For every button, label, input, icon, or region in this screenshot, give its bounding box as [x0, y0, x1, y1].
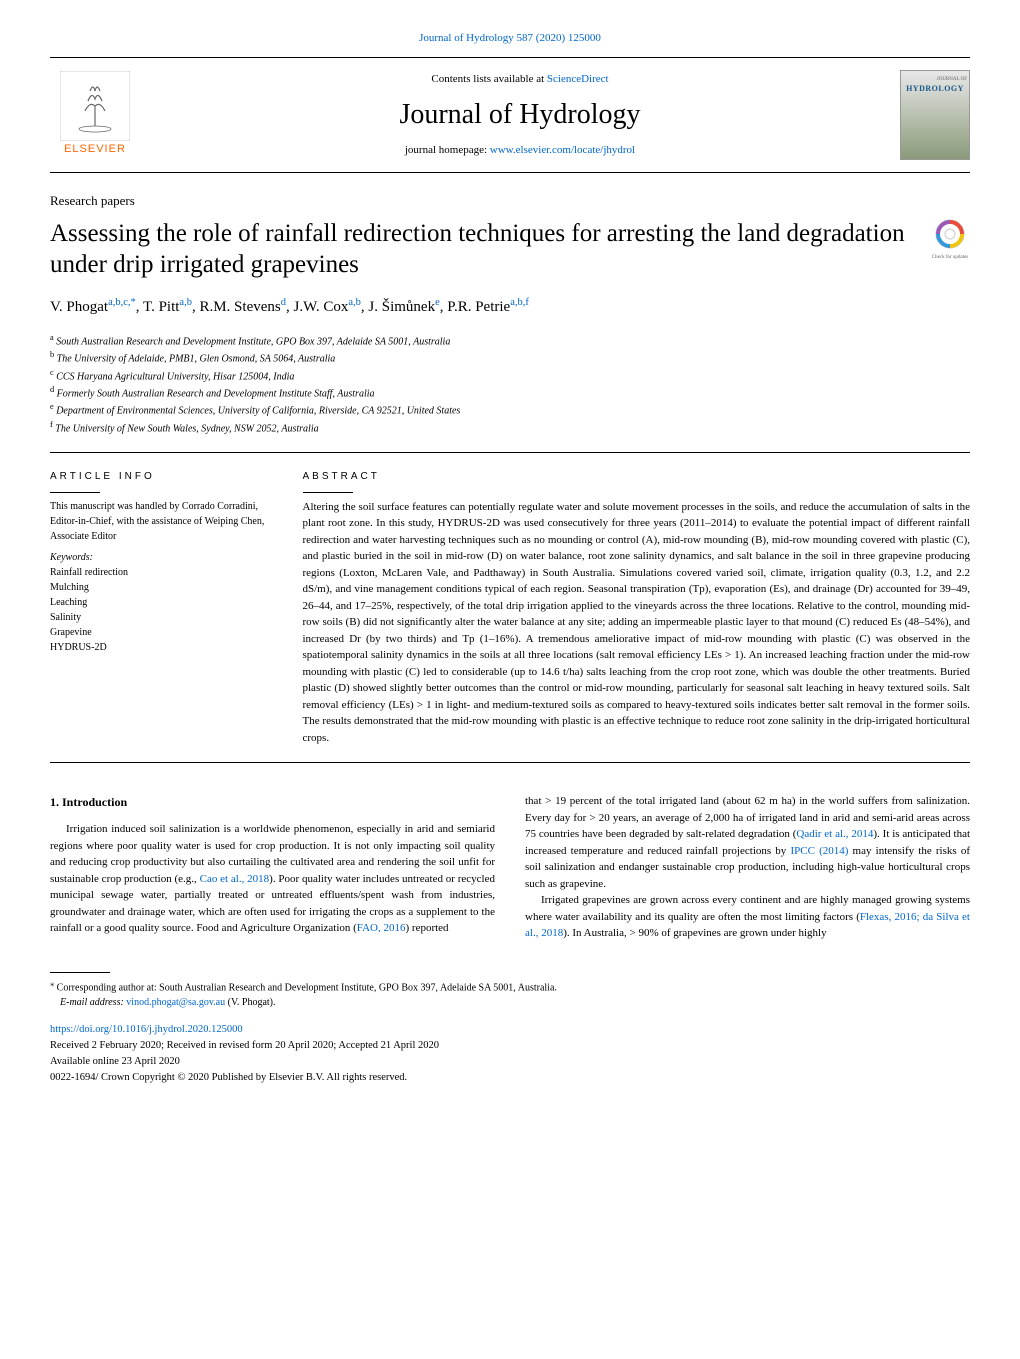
svg-text:Check for updates: Check for updates	[932, 255, 968, 260]
author-aff-link[interactable]: a,b	[179, 297, 192, 308]
article-info-heading: ARTICLE INFO	[50, 469, 273, 484]
citation-link[interactable]: Qadir et al., 2014	[796, 828, 873, 840]
body-column-left: 1. Introduction Irrigation induced soil …	[50, 793, 495, 942]
author-aff-link[interactable]: e	[435, 297, 440, 308]
check-updates-icon: Check for updates	[930, 218, 970, 262]
intro-paragraph: Irrigation induced soil salinization is …	[50, 821, 495, 937]
copyright-text: 0022-1694/ Crown Copyright © 2020 Publis…	[50, 1070, 970, 1086]
authors-list: V. Phogata,b,c,*, T. Pitta,b, R.M. Steve…	[50, 295, 970, 319]
keyword: Rainfall redirection	[50, 565, 273, 580]
editor-note: This manuscript was handled by Corrado C…	[50, 499, 273, 544]
body-column-right: that > 19 percent of the total irrigated…	[525, 793, 970, 942]
paper-title: Assessing the role of rainfall redirecti…	[50, 218, 910, 281]
doi-link[interactable]: https://doi.org/10.1016/j.jhydrol.2020.1…	[50, 1024, 243, 1035]
contents-available: Contents lists available at ScienceDirec…	[140, 71, 900, 88]
journal-homepage: journal homepage: www.elsevier.com/locat…	[140, 142, 900, 159]
affiliations: a South Australian Research and Developm…	[50, 332, 970, 436]
received-dates: Received 2 February 2020; Received in re…	[50, 1038, 970, 1054]
abstract-column: ABSTRACT Altering the soil surface featu…	[303, 469, 971, 747]
citation-link[interactable]: FAO, 2016	[357, 922, 406, 934]
doi-block: https://doi.org/10.1016/j.jhydrol.2020.1…	[50, 1022, 970, 1085]
email-link[interactable]: vinod.phogat@sa.gov.au	[126, 997, 225, 1008]
keyword: Salinity	[50, 610, 273, 625]
citation-link[interactable]: Journal of Hydrology 587 (2020) 125000	[419, 32, 601, 44]
elsevier-tree-icon	[60, 71, 130, 141]
homepage-link[interactable]: www.elsevier.com/locate/jhydrol	[490, 144, 635, 156]
citation-link[interactable]: IPCC (2014)	[790, 845, 848, 857]
author-aff-link[interactable]: a,b	[348, 297, 361, 308]
sciencedirect-link[interactable]: ScienceDirect	[547, 73, 609, 85]
intro-heading: 1. Introduction	[50, 793, 495, 811]
available-date: Available online 23 April 2020	[50, 1054, 970, 1070]
elsevier-logo[interactable]: ELSEVIER	[50, 71, 140, 158]
intro-paragraph: Irrigated grapevines are grown across ev…	[525, 892, 970, 942]
journal-header: ELSEVIER Contents lists available at Sci…	[50, 57, 970, 173]
article-info-column: ARTICLE INFO This manuscript was handled…	[50, 469, 273, 747]
author-aff-link[interactable]: d	[281, 297, 286, 308]
elsevier-label: ELSEVIER	[50, 141, 140, 158]
keyword: HYDRUS-2D	[50, 640, 273, 655]
keywords-label: Keywords:	[50, 550, 273, 565]
author-aff-link[interactable]: a,b,c,*	[108, 297, 136, 308]
keyword: Grapevine	[50, 625, 273, 640]
abstract-heading: ABSTRACT	[303, 469, 971, 484]
journal-cover-thumbnail[interactable]: JOURNAL OF HYDROLOGY	[900, 70, 970, 160]
citation-link[interactable]: Cao et al., 2018	[200, 873, 270, 885]
author-aff-link[interactable]: a,b,f	[510, 297, 529, 308]
abstract-text: Altering the soil surface features can p…	[303, 499, 971, 747]
intro-paragraph: that > 19 percent of the total irrigated…	[525, 793, 970, 892]
citation-header: Journal of Hydrology 587 (2020) 125000	[50, 30, 970, 47]
keyword: Mulching	[50, 580, 273, 595]
corresponding-author: ⁎ Corresponding author at: South Austral…	[50, 972, 970, 1010]
keywords-list: Rainfall redirection Mulching Leaching S…	[50, 565, 273, 655]
journal-title: Journal of Hydrology	[140, 94, 900, 136]
keyword: Leaching	[50, 595, 273, 610]
check-updates-badge[interactable]: Check for updates	[930, 218, 970, 262]
article-type: Research papers	[50, 191, 970, 211]
